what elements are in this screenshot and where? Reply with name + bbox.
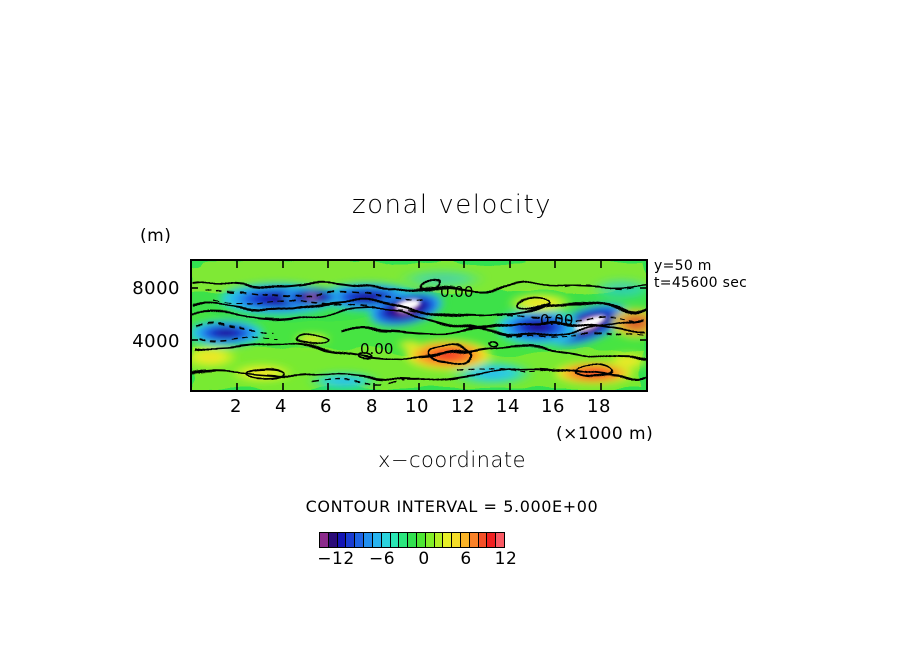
- x-axis-title: x−coordinate: [377, 448, 527, 472]
- colorbar-swatch-3: [346, 533, 356, 547]
- plot-bottom-ticks: [236, 383, 602, 390]
- y-tick-label-8000: 8000: [132, 278, 180, 299]
- annotation-y-slice: y=50 m: [654, 258, 712, 274]
- colorbar-swatch-16: [461, 533, 470, 547]
- colorbar-swatch-9: [399, 533, 409, 547]
- colorbar-tick-12: 12: [494, 549, 518, 569]
- y-tick-label-4000: 4000: [132, 331, 180, 352]
- annotation-time: t=45600 sec: [654, 275, 748, 291]
- colorbar-swatch-17: [469, 533, 479, 547]
- x-tick-label-18: 18: [587, 396, 611, 417]
- page-title: zonal velocity: [351, 190, 553, 220]
- x-tick-label-8: 8: [366, 396, 378, 417]
- colorbar-swatch-8: [390, 533, 400, 547]
- colorbar-swatch-18: [478, 533, 488, 547]
- colorbar-swatch-19: [487, 533, 497, 547]
- colorbar-swatch-5: [364, 533, 373, 547]
- colorbar-tick-6: 6: [460, 549, 472, 569]
- x-tick-label-4: 4: [275, 396, 287, 417]
- colorbar-swatch-11: [416, 533, 426, 547]
- colorbar-swatch-13: [434, 533, 444, 547]
- x-tick-label-16: 16: [541, 396, 565, 417]
- colorbar-tick-labels: −12 −6 0 6 12: [300, 549, 522, 573]
- y-axis-unit-label: (m): [140, 226, 172, 246]
- colorbar-tick-0: 0: [418, 549, 430, 569]
- colorbar-swatch-6: [372, 533, 382, 547]
- colorbar-swatch-4: [355, 533, 365, 547]
- colorbar-tick--12: −12: [317, 549, 355, 569]
- colorbar-swatch-15: [452, 533, 461, 547]
- colorbar: [319, 532, 505, 548]
- colorbar-swatch-20: [496, 533, 505, 547]
- colorbar-swatch-7: [381, 533, 391, 547]
- x-tick-label-10: 10: [405, 396, 429, 417]
- contour-label-2: 0.00: [540, 311, 573, 329]
- plot-side-annotations: y=50 m t=45600 sec: [654, 258, 747, 292]
- colorbar-swatch-10: [408, 533, 417, 547]
- colorbar-swatch-12: [425, 533, 435, 547]
- contour-field: 0.00 0.00 0.00: [192, 261, 646, 390]
- x-tick-label-6: 6: [320, 396, 332, 417]
- x-tick-label-12: 12: [451, 396, 475, 417]
- plot-side-ticks: [192, 287, 646, 341]
- colorbar-swatch-1: [328, 533, 338, 547]
- x-axis-unit-label: (×1000 m): [556, 424, 654, 444]
- contour-label-0: 0.00: [440, 283, 473, 301]
- contour-interval-text: CONTOUR INTERVAL = 5.000E+00: [305, 497, 599, 516]
- contour-label-1: 0.00: [360, 340, 393, 358]
- colorbar-tick--6: −6: [368, 549, 396, 569]
- x-tick-label-2: 2: [230, 396, 242, 417]
- contour-plot-panel: 0.00 0.00 0.00: [190, 259, 648, 392]
- colorbar-swatch-2: [337, 533, 347, 547]
- colorbar-swatch-0: [320, 533, 329, 547]
- colorbar-swatch-14: [443, 533, 453, 547]
- plot-top-ticks: [236, 261, 602, 268]
- x-tick-label-14: 14: [496, 396, 520, 417]
